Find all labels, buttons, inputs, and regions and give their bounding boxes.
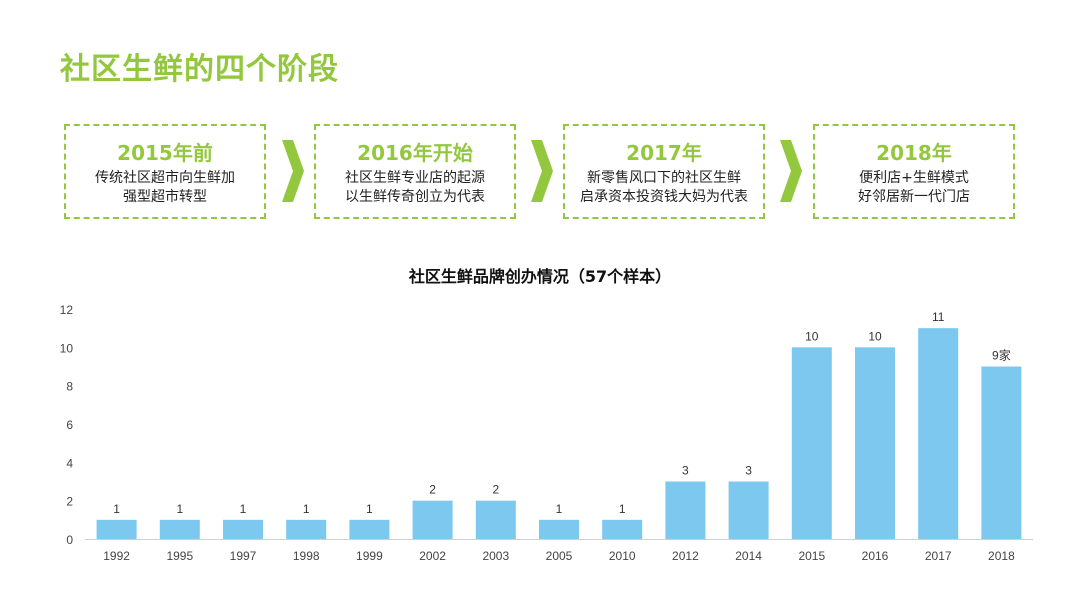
x-tick-label: 2005 (546, 549, 573, 563)
bar (981, 366, 1022, 539)
y-tick-label: 12 (60, 303, 74, 317)
data-label: 2 (429, 483, 436, 497)
data-label: 1 (556, 502, 563, 516)
stage-card-3: 2017年 新零售风口下的社区生鲜 启承资本投资钱大妈为代表 (563, 124, 765, 219)
stage-desc-line: 以生鲜传奇创立为代表 (345, 189, 485, 205)
x-tick-label: 2003 (482, 549, 509, 563)
bar (96, 519, 137, 539)
bar (539, 519, 579, 539)
x-tick-label: 2012 (672, 549, 699, 563)
stage-desc-line: 强型超市转型 (123, 189, 207, 205)
y-tick-label: 0 (66, 533, 73, 547)
data-label: 1 (240, 502, 247, 516)
stage-card-2: 2016年开始 社区生鲜专业店的起源 以生鲜传奇创立为代表 (314, 124, 516, 219)
data-label: 1 (176, 502, 183, 516)
y-tick-label: 6 (66, 418, 73, 432)
y-tick-label: 10 (60, 341, 74, 355)
stage-description: 便利店+生鲜模式 好邻居新一代门店 (815, 169, 1013, 207)
bar (475, 500, 516, 539)
x-tick-label: 2017 (925, 549, 952, 563)
stage-year: 2016年开始 (357, 141, 473, 165)
bar (223, 519, 263, 539)
bar (855, 347, 895, 539)
x-tick-label: 2015 (798, 549, 825, 563)
y-tick-label: 2 (66, 495, 73, 509)
y-tick-label: 8 (66, 380, 73, 394)
chart-title: 社区生鲜品牌创办情况（57个样本） (408, 267, 672, 286)
x-tick-label: 2018 (988, 549, 1015, 563)
bar (918, 328, 959, 539)
stage-year: 2017年 (626, 141, 702, 165)
stage-desc-line: 便利店+生鲜模式 (859, 170, 969, 186)
chevron-right-icon (282, 140, 304, 202)
data-label: 1 (366, 502, 373, 516)
data-label: 10 (805, 329, 819, 343)
bar (286, 519, 327, 539)
data-label: 1 (303, 502, 310, 516)
x-tick-label: 2002 (419, 549, 446, 563)
data-label: 2 (492, 483, 499, 497)
bar (791, 347, 832, 539)
data-label: 3 (682, 464, 689, 478)
stage-desc-line: 社区生鲜专业店的起源 (345, 170, 485, 186)
bar (728, 481, 769, 539)
stage-description: 传统社区超市向生鲜加 强型超市转型 (66, 169, 264, 207)
x-tick-label: 1992 (103, 549, 130, 563)
x-tick-label: 1995 (166, 549, 193, 563)
y-tick-label: 4 (66, 456, 73, 470)
x-tick-label: 1998 (293, 549, 320, 563)
bar (665, 481, 706, 539)
bar (412, 500, 453, 539)
page-title: 社区生鲜的四个阶段 (60, 52, 339, 87)
stage-desc-line: 传统社区超市向生鲜加 (95, 170, 235, 186)
bar (602, 519, 643, 539)
stage-desc-line: 启承资本投资钱大妈为代表 (580, 189, 748, 205)
stage-card-4: 2018年 便利店+生鲜模式 好邻居新一代门店 (813, 124, 1015, 219)
stage-card-1: 2015年前 传统社区超市向生鲜加 强型超市转型 (64, 124, 266, 219)
data-label: 11 (932, 310, 945, 324)
bar-chart: 0246810121199211995119971199811999220022… (60, 303, 1033, 563)
chevron-right-icon (531, 140, 553, 202)
x-tick-label: 1997 (230, 549, 257, 563)
data-label: 10 (868, 329, 882, 343)
stage-year: 2015年前 (117, 141, 213, 165)
stage-year: 2018年 (876, 141, 952, 165)
stage-description: 新零售风口下的社区生鲜 启承资本投资钱大妈为代表 (565, 169, 763, 207)
data-label: 3 (745, 464, 752, 478)
bar (159, 519, 200, 539)
data-label: 1 (619, 502, 626, 516)
x-tick-label: 1999 (356, 549, 383, 563)
data-label: 1 (113, 502, 120, 516)
x-tick-label: 2010 (609, 549, 636, 563)
chevron-right-icon (780, 140, 802, 202)
stage-desc-line: 新零售风口下的社区生鲜 (587, 170, 741, 186)
x-tick-label: 2016 (862, 549, 889, 563)
bar (349, 519, 390, 539)
data-label: 9家 (992, 348, 1011, 363)
stage-description: 社区生鲜专业店的起源 以生鲜传奇创立为代表 (316, 169, 514, 207)
x-tick-label: 2014 (735, 549, 762, 563)
stage-desc-line: 好邻居新一代门店 (858, 189, 970, 205)
